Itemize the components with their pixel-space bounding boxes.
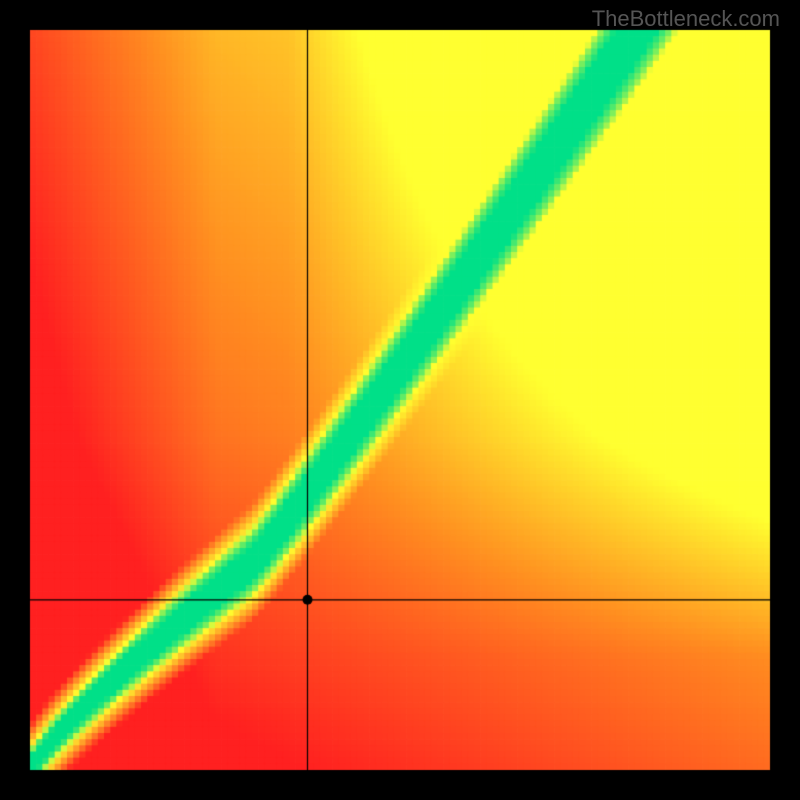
chart-container: TheBottleneck.com bbox=[0, 0, 800, 800]
heatmap-canvas bbox=[0, 0, 800, 800]
watermark-text: TheBottleneck.com bbox=[592, 6, 780, 32]
